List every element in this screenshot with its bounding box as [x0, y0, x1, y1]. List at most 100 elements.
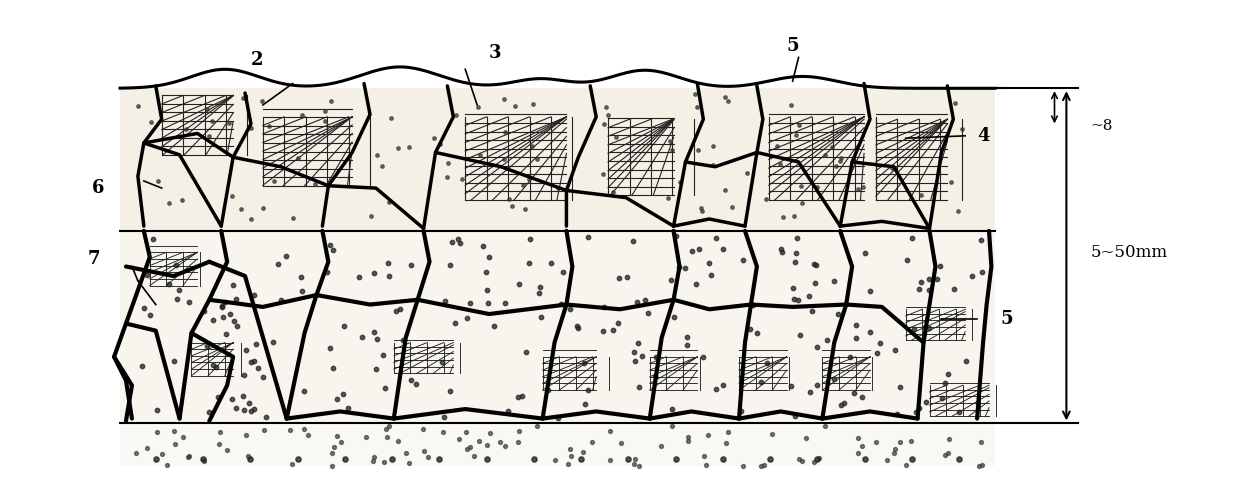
Point: [515, 205, 534, 213]
Point: [510, 427, 529, 435]
Point: [799, 292, 818, 300]
Point: [919, 324, 939, 332]
Point: [956, 357, 976, 365]
Point: [522, 142, 542, 149]
Point: [703, 161, 723, 169]
Point: [141, 118, 161, 126]
Point: [518, 259, 538, 267]
Point: [785, 412, 805, 420]
Point: [848, 435, 868, 443]
Point: [231, 205, 250, 213]
Point: [852, 443, 872, 450]
Point: [458, 445, 477, 453]
Point: [365, 328, 384, 336]
Point: [234, 406, 254, 414]
Point: [280, 426, 300, 434]
Point: [825, 277, 844, 285]
Point: [804, 457, 823, 465]
Point: [283, 214, 303, 222]
Point: [789, 455, 808, 463]
Point: [352, 333, 372, 341]
Point: [399, 143, 419, 151]
Point: [968, 462, 988, 470]
Point: [754, 461, 774, 469]
Point: [520, 175, 539, 183]
Point: [786, 249, 806, 257]
Point: [248, 364, 268, 372]
Point: [362, 212, 382, 220]
Point: [418, 453, 438, 461]
Point: [884, 449, 904, 457]
Point: [494, 155, 513, 163]
Point: [402, 261, 422, 269]
Point: [826, 162, 846, 170]
Point: [480, 429, 500, 437]
Point: [718, 428, 738, 436]
Point: [713, 455, 733, 463]
Point: [508, 280, 528, 288]
Point: [134, 304, 154, 312]
Point: [233, 392, 253, 399]
Point: [177, 453, 197, 461]
Point: [153, 450, 172, 458]
Point: [578, 387, 598, 395]
Point: [678, 433, 698, 441]
Point: [293, 111, 312, 119]
Point: [693, 352, 713, 360]
Point: [449, 235, 469, 243]
Point: [203, 361, 223, 369]
Point: [149, 177, 169, 185]
Point: [527, 155, 547, 163]
Point: [241, 358, 260, 366]
Point: [159, 280, 179, 288]
Point: [945, 99, 965, 106]
Point: [167, 295, 187, 303]
Point: [496, 128, 516, 136]
Point: [706, 235, 725, 243]
Point: [414, 447, 434, 455]
Point: [916, 398, 936, 406]
Point: [206, 363, 226, 371]
Point: [792, 457, 812, 465]
Point: [593, 170, 613, 178]
Point: [259, 122, 279, 130]
Point: [128, 102, 148, 110]
Point: [806, 261, 826, 269]
Point: [661, 276, 681, 284]
Point: [698, 431, 718, 439]
Point: [791, 183, 811, 191]
Point: [785, 258, 805, 266]
Point: [169, 286, 188, 294]
Point: [823, 375, 843, 383]
Point: [146, 406, 166, 414]
Point: [438, 173, 458, 181]
Point: [625, 357, 645, 365]
Point: [844, 389, 864, 396]
Point: [904, 325, 924, 333]
Point: [658, 195, 678, 202]
Point: [792, 199, 812, 207]
Point: [174, 433, 193, 441]
Point: [740, 325, 760, 333]
Point: [785, 212, 805, 220]
Point: [901, 455, 921, 463]
Point: [133, 362, 153, 370]
Point: [324, 246, 343, 254]
Point: [198, 133, 218, 141]
Point: [622, 237, 642, 245]
Point: [737, 169, 756, 177]
Point: [379, 272, 399, 280]
Point: [138, 271, 157, 279]
Point: [897, 256, 916, 264]
Point: [294, 425, 314, 433]
Point: [756, 359, 776, 367]
Point: [226, 404, 246, 412]
Point: [469, 437, 489, 445]
Point: [919, 275, 939, 283]
Point: [202, 117, 222, 125]
Point: [901, 437, 921, 445]
Point: [222, 396, 242, 403]
Point: [651, 442, 671, 449]
Point: [939, 435, 959, 443]
Point: [909, 285, 929, 293]
